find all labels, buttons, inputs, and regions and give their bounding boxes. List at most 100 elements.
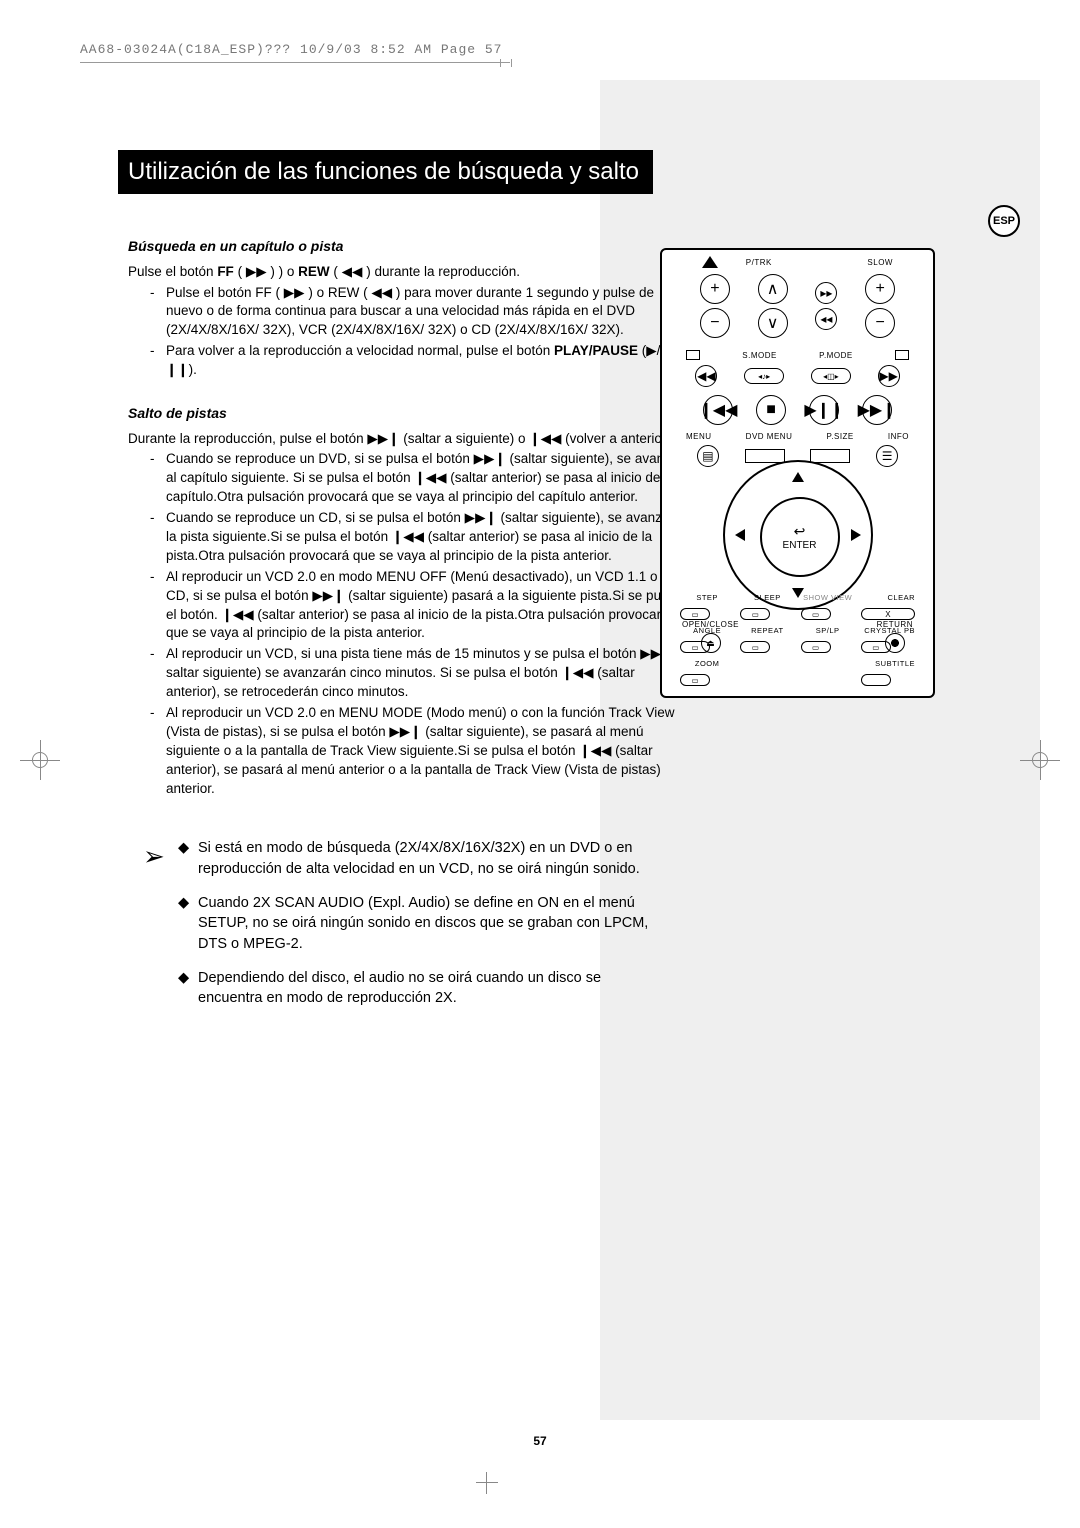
ch-up-button[interactable]: ∧: [758, 274, 788, 304]
section1-bullet-2: - Para volver a la reproducción a veloci…: [150, 342, 683, 380]
minus-button[interactable]: −: [700, 308, 730, 338]
skip-prev-button[interactable]: ❙◀◀: [703, 395, 733, 425]
ch-down-button[interactable]: ∨: [758, 308, 788, 338]
crystal-button[interactable]: ▭: [861, 641, 891, 653]
pmode-label: P.MODE: [819, 351, 853, 360]
page-title: Utilización de las funciones de búsqueda…: [118, 150, 653, 194]
rew-icon: ◀◀: [342, 263, 363, 282]
note-2: ◆Cuando 2X SCAN AUDIO (Expl. Audio) se d…: [178, 893, 658, 954]
dash-icon: -: [150, 645, 166, 702]
dash-icon: -: [150, 509, 166, 566]
bullet-text: Cuando se reproduce un CD, si se pulsa e…: [166, 509, 683, 566]
stop-button[interactable]: ■: [756, 395, 786, 425]
dash-icon: -: [150, 568, 166, 644]
body-content: Búsqueda en un capítulo o pista Pulse el…: [128, 225, 683, 1023]
ptrk-label: P/TRK: [746, 258, 772, 267]
print-proof-header: AA68-03024A(C18A_ESP)??? 10/9/03 8:52 AM…: [80, 42, 502, 57]
t: ): [270, 264, 278, 279]
section2-bullet-3: -Al reproducir un VCD 2.0 en modo MENU O…: [150, 568, 683, 644]
dash-icon: -: [150, 284, 166, 341]
slow-plus-icon[interactable]: ▸▸: [815, 282, 837, 304]
section2-bullet-5: -Al reproducir un VCD 2.0 en MENU MODE (…: [150, 704, 683, 798]
splp-button[interactable]: ▭: [801, 641, 831, 653]
note-pointer-icon: ➢: [143, 838, 165, 874]
language-badge-esp: ESP: [988, 205, 1020, 237]
section1-bullet-1: - Pulse el botón FF ( ▶▶ ) o REW ( ◀◀ ) …: [150, 284, 683, 341]
step-button[interactable]: ▭: [680, 608, 710, 620]
dvdmenu-label: DVD MENU: [746, 432, 793, 441]
registration-tick-bottom: [486, 1472, 487, 1494]
dpad-right-icon[interactable]: [851, 529, 861, 541]
dpad-left-icon[interactable]: [735, 529, 745, 541]
repeat-label: REPEAT: [740, 626, 794, 635]
slow-controls: ▸▸ ◂◂: [815, 282, 837, 330]
angle-button[interactable]: ▭: [680, 641, 710, 653]
smode-button[interactable]: ◂♪▸: [744, 368, 784, 384]
ff-button[interactable]: ▶▶: [878, 365, 900, 387]
skip-next-button[interactable]: ▶▶❙: [862, 395, 892, 425]
bullet-text: Para volver a la reproducción a velocida…: [166, 342, 683, 380]
plus-button[interactable]: +: [700, 274, 730, 304]
ff-label: FF: [217, 264, 234, 279]
play-pause-button[interactable]: ▶❙❙: [809, 395, 839, 425]
t: Pulse el botón: [128, 264, 217, 279]
clear-button[interactable]: X: [861, 608, 915, 620]
bullet-text: Al reproducir un VCD, si una pista tiene…: [166, 645, 683, 702]
menu-button[interactable]: ▤: [697, 445, 719, 467]
info-button[interactable]: ☰: [876, 445, 898, 467]
section2-bullet-2: -Cuando se reproduce un CD, si se pulsa …: [150, 509, 683, 566]
dash-icon: -: [150, 342, 166, 380]
remote-control-diagram: P/TRK SLOW + − ∧ ∨ ▸▸ ◂◂ + − S.MODE P.MO…: [660, 248, 935, 698]
pmode-button[interactable]: ◂◫▸: [811, 368, 851, 384]
t: (: [333, 264, 338, 279]
bullet-text: Pulse el botón FF ( ▶▶ ) o REW ( ◀◀ ) pa…: [166, 284, 683, 341]
t: ) durante la reproducción.: [366, 264, 520, 279]
zoom-button[interactable]: ▭: [680, 674, 710, 686]
section2-bullet-4: -Al reproducir un VCD, si una pista tien…: [150, 645, 683, 702]
rew-label: REW: [298, 264, 330, 279]
enter-button[interactable]: ↩ ENTER: [760, 497, 840, 577]
section1-intro: Pulse el botón FF ( ▶▶ ) ) o REW ( ◀◀ ) …: [128, 263, 683, 282]
notes-block: ➢ ◆Si está en modo de búsqueda (2X/4X/8X…: [178, 838, 658, 1008]
bullet-text: Cuando se reproduce un DVD, si se pulsa …: [166, 450, 683, 507]
note-text: Si está en modo de búsqueda (2X/4X/8X/16…: [198, 838, 658, 879]
psize-button[interactable]: [810, 449, 850, 463]
header-rule: [80, 62, 510, 63]
plus-button-right[interactable]: +: [865, 274, 895, 304]
step-label: STEP: [680, 593, 734, 602]
t: ) o: [279, 264, 299, 279]
t: (: [238, 264, 243, 279]
info-label: INFO: [888, 432, 909, 441]
registration-mark-right: [1020, 740, 1060, 780]
zoom-label: ZOOM: [680, 659, 734, 668]
rew-button[interactable]: ◀◀: [695, 365, 717, 387]
sleep-label: SLEEP: [740, 593, 794, 602]
diamond-icon: ◆: [178, 838, 198, 879]
mute-icon: [895, 350, 909, 360]
repeat-button[interactable]: ▭: [740, 641, 770, 653]
dpad-up-icon[interactable]: [792, 472, 804, 482]
dash-icon: -: [150, 704, 166, 798]
note-text: Dependiendo del disco, el audio no se oi…: [198, 968, 658, 1009]
playpause-label: PLAY/PAUSE: [554, 343, 638, 358]
note-3: ◆Dependiendo del disco, el audio no se o…: [178, 968, 658, 1009]
section2-bullet-1: -Cuando se reproduce un DVD, si se pulsa…: [150, 450, 683, 507]
page-number: 57: [533, 1434, 546, 1448]
subtitle-label: SUBTITLE: [861, 659, 915, 668]
bottom-button-grid: STEP SLEEP SHOW VIEW CLEAR ▭ ▭ ▭ X ANGLE…: [680, 593, 915, 686]
angle-label: ANGLE: [680, 626, 734, 635]
diamond-icon: ◆: [178, 893, 198, 954]
slow-minus-icon[interactable]: ◂◂: [815, 308, 837, 330]
slow-label: SLOW: [867, 258, 893, 267]
up-tri-icon: [702, 256, 718, 268]
showview-label: SHOW VIEW: [801, 593, 855, 602]
showview-button[interactable]: ▭: [801, 608, 831, 620]
note-1: ◆Si está en modo de búsqueda (2X/4X/8X/1…: [178, 838, 658, 879]
dvdmenu-button[interactable]: [745, 449, 785, 463]
psize-label: P.SIZE: [826, 432, 853, 441]
sleep-button[interactable]: ▭: [740, 608, 770, 620]
subtitle-button[interactable]: [861, 674, 891, 686]
minus-button-right[interactable]: −: [865, 308, 895, 338]
splp-label: SP/LP: [801, 626, 855, 635]
note-text: Cuando 2X SCAN AUDIO (Expl. Audio) se de…: [198, 893, 658, 954]
